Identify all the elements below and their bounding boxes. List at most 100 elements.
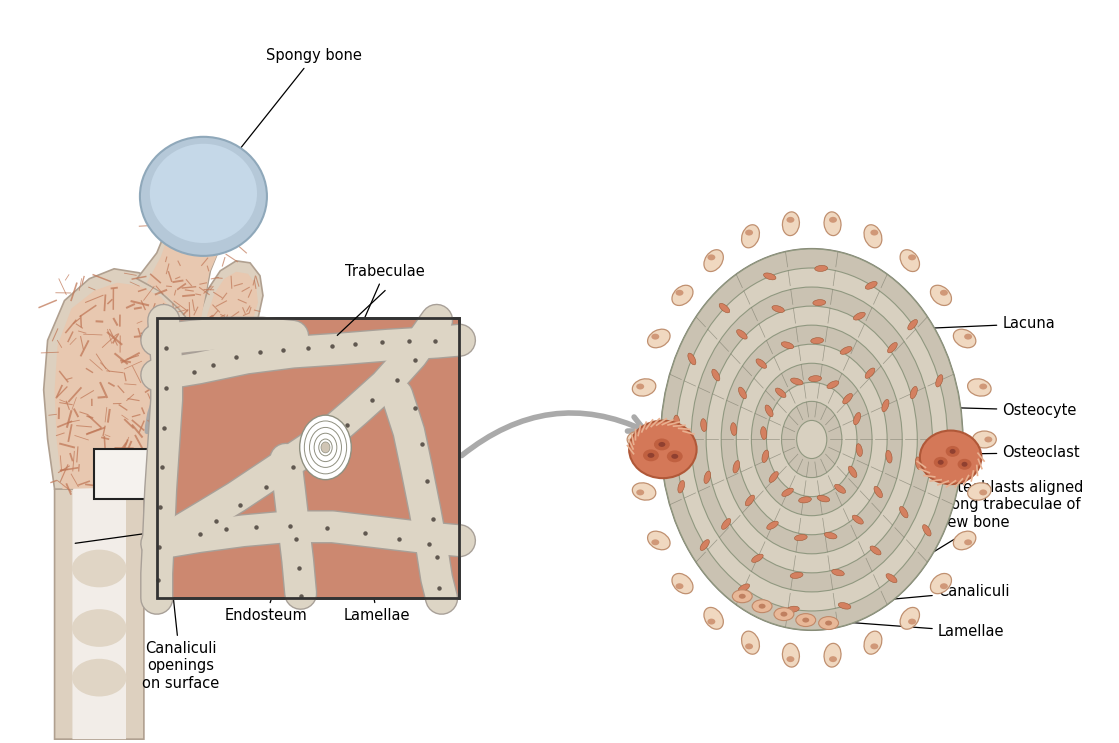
Ellipse shape [787,606,799,612]
Ellipse shape [745,495,754,506]
Ellipse shape [671,285,693,305]
Ellipse shape [824,212,841,236]
Ellipse shape [759,604,765,609]
Ellipse shape [794,534,807,541]
Ellipse shape [930,285,951,305]
Ellipse shape [782,488,793,496]
Ellipse shape [886,574,897,583]
Ellipse shape [676,268,948,611]
Ellipse shape [799,497,811,503]
Ellipse shape [900,507,908,518]
Text: Lamellae: Lamellae [344,450,411,623]
Ellipse shape [767,521,779,530]
Ellipse shape [900,608,920,629]
Ellipse shape [745,643,753,649]
Ellipse shape [720,303,730,313]
Ellipse shape [791,378,803,385]
Ellipse shape [700,419,707,432]
Ellipse shape [908,319,918,330]
Ellipse shape [704,471,711,484]
Ellipse shape [831,569,845,576]
Ellipse shape [865,282,877,289]
Bar [157,319,460,598]
Ellipse shape [829,217,837,223]
Ellipse shape [632,483,656,500]
Ellipse shape [856,444,863,456]
Ellipse shape [736,330,747,339]
Ellipse shape [933,457,948,468]
Ellipse shape [742,631,760,654]
Ellipse shape [653,438,670,450]
Ellipse shape [736,344,887,535]
Ellipse shape [940,290,948,296]
Ellipse shape [843,394,853,404]
Ellipse shape [930,574,951,594]
Ellipse shape [676,583,684,589]
Ellipse shape [920,430,981,484]
Bar [157,319,460,598]
Ellipse shape [979,383,987,389]
Ellipse shape [938,460,943,465]
Ellipse shape [706,306,918,573]
Ellipse shape [72,609,126,647]
Ellipse shape [942,463,949,476]
Ellipse shape [632,379,656,396]
Ellipse shape [782,643,799,667]
Ellipse shape [900,250,920,271]
Ellipse shape [769,472,779,482]
Ellipse shape [772,305,784,313]
Ellipse shape [688,353,696,365]
Ellipse shape [915,457,922,470]
Text: Canaliculi: Canaliculi [797,584,1009,608]
Text: Lamellae: Lamellae [767,616,1004,639]
Ellipse shape [965,539,972,545]
Ellipse shape [739,594,745,599]
Ellipse shape [871,546,881,555]
Ellipse shape [637,383,645,389]
Ellipse shape [854,312,865,320]
Ellipse shape [802,617,809,623]
Ellipse shape [865,368,875,378]
Ellipse shape [761,426,767,440]
Ellipse shape [968,379,991,396]
Ellipse shape [775,388,786,398]
Ellipse shape [853,515,864,524]
Ellipse shape [796,614,816,626]
Ellipse shape [321,442,330,453]
Ellipse shape [825,532,837,539]
Ellipse shape [910,386,918,399]
Polygon shape [55,282,188,489]
Ellipse shape [886,450,892,463]
Polygon shape [44,269,200,489]
Ellipse shape [787,656,794,662]
Ellipse shape [774,608,793,620]
Ellipse shape [671,574,693,594]
Ellipse shape [671,454,678,459]
Ellipse shape [797,421,827,458]
Ellipse shape [739,584,750,592]
Ellipse shape [300,415,351,480]
Text: Osteoblasts aligned
along trabeculae of
new bone: Osteoblasts aligned along trabeculae of … [831,480,1083,614]
Ellipse shape [722,519,731,529]
Text: Osteoclast: Osteoclast [935,445,1080,461]
Ellipse shape [825,620,833,626]
Ellipse shape [935,374,943,387]
Ellipse shape [953,329,976,348]
Polygon shape [204,272,258,358]
Ellipse shape [840,346,852,354]
Ellipse shape [827,380,839,389]
Ellipse shape [704,250,723,271]
Ellipse shape [811,337,824,344]
Ellipse shape [829,656,837,662]
Ellipse shape [812,299,826,305]
Ellipse shape [674,415,679,428]
Ellipse shape [781,342,793,348]
Ellipse shape [882,400,888,412]
Ellipse shape [909,619,916,625]
Polygon shape [137,175,246,332]
Ellipse shape [742,224,760,248]
Ellipse shape [946,446,960,457]
Ellipse shape [848,466,857,478]
Ellipse shape [648,329,670,348]
Ellipse shape [763,273,775,280]
